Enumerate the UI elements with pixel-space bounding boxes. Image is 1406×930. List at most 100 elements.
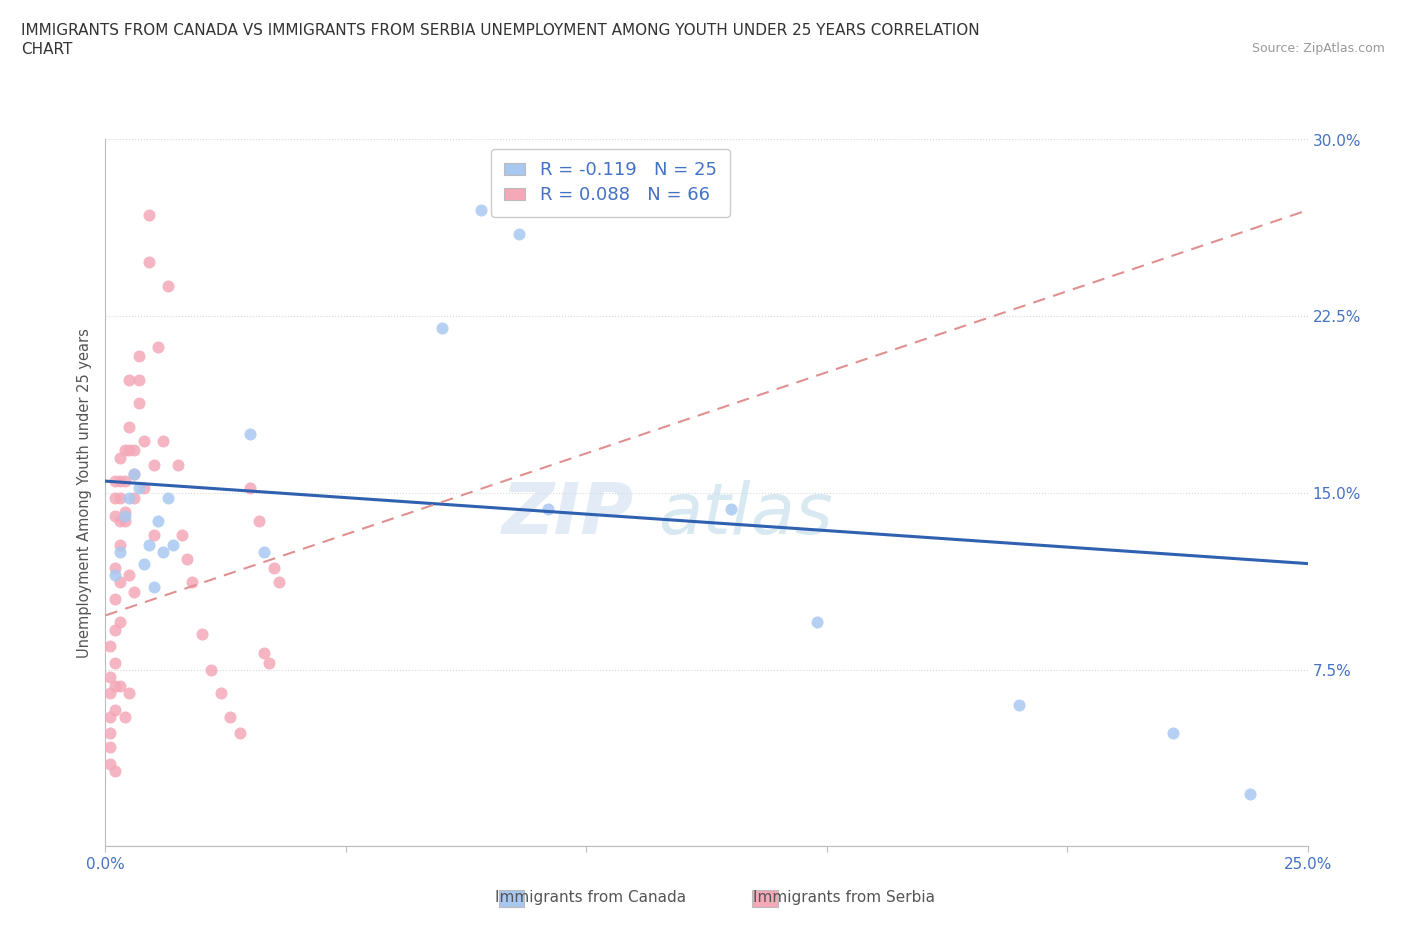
Point bbox=[128, 481, 150, 496]
Point bbox=[148, 339, 170, 354]
Point bbox=[720, 502, 742, 517]
Point bbox=[108, 575, 131, 590]
Point bbox=[1239, 787, 1261, 802]
Point bbox=[152, 544, 174, 559]
Point bbox=[806, 615, 828, 630]
Point bbox=[118, 685, 141, 700]
Point bbox=[108, 473, 131, 488]
Point bbox=[98, 725, 121, 740]
Point bbox=[108, 490, 131, 505]
Text: ZIP: ZIP bbox=[502, 480, 634, 549]
Point bbox=[118, 372, 141, 387]
Point bbox=[118, 490, 141, 505]
Point bbox=[138, 538, 160, 552]
Point bbox=[176, 551, 198, 566]
Point bbox=[537, 502, 560, 517]
Point bbox=[128, 396, 150, 411]
Point bbox=[166, 458, 188, 472]
Point bbox=[142, 458, 165, 472]
Point bbox=[172, 528, 194, 543]
Point bbox=[104, 509, 127, 524]
Point bbox=[132, 433, 155, 448]
Point bbox=[156, 490, 179, 505]
Point bbox=[104, 591, 127, 606]
Point bbox=[104, 561, 127, 576]
Point bbox=[124, 584, 146, 599]
Point bbox=[239, 481, 262, 496]
Point bbox=[148, 513, 170, 528]
Text: atlas: atlas bbox=[658, 480, 832, 549]
Point bbox=[104, 490, 127, 505]
Legend: R = -0.119   N = 25, R = 0.088   N = 66: R = -0.119 N = 25, R = 0.088 N = 66 bbox=[491, 149, 730, 217]
Point bbox=[124, 490, 146, 505]
Point bbox=[162, 538, 184, 552]
Point bbox=[181, 575, 204, 590]
Point bbox=[138, 255, 160, 270]
Point bbox=[108, 679, 131, 694]
Point bbox=[98, 740, 121, 755]
Point bbox=[142, 579, 165, 594]
Point bbox=[114, 504, 136, 519]
Point bbox=[470, 203, 492, 218]
Point bbox=[104, 568, 127, 583]
Point bbox=[128, 349, 150, 364]
Point bbox=[263, 561, 285, 576]
Point bbox=[138, 207, 160, 222]
Point bbox=[98, 756, 121, 771]
Point bbox=[98, 685, 121, 700]
Point bbox=[229, 725, 252, 740]
Point bbox=[108, 538, 131, 552]
Point bbox=[124, 467, 146, 482]
Point bbox=[200, 662, 222, 677]
Point bbox=[142, 528, 165, 543]
Text: Source: ZipAtlas.com: Source: ZipAtlas.com bbox=[1251, 42, 1385, 55]
Point bbox=[219, 710, 242, 724]
Point bbox=[114, 443, 136, 458]
Point bbox=[1008, 698, 1031, 712]
Text: Immigrants from Canada: Immigrants from Canada bbox=[495, 890, 686, 905]
Point bbox=[118, 419, 141, 434]
Point bbox=[132, 481, 155, 496]
Point bbox=[190, 627, 212, 642]
Point bbox=[152, 433, 174, 448]
Point bbox=[124, 467, 146, 482]
Point bbox=[239, 427, 262, 442]
Point bbox=[104, 655, 127, 670]
Point bbox=[104, 622, 127, 637]
Y-axis label: Unemployment Among Youth under 25 years: Unemployment Among Youth under 25 years bbox=[77, 328, 93, 658]
Point bbox=[156, 278, 179, 293]
Point bbox=[508, 226, 530, 241]
Point bbox=[108, 544, 131, 559]
Point bbox=[114, 710, 136, 724]
Point bbox=[253, 544, 276, 559]
Point bbox=[132, 556, 155, 571]
Point bbox=[209, 685, 232, 700]
Text: Immigrants from Serbia: Immigrants from Serbia bbox=[752, 890, 935, 905]
Point bbox=[104, 679, 127, 694]
Point bbox=[124, 443, 146, 458]
Point bbox=[108, 615, 131, 630]
Point bbox=[267, 575, 290, 590]
Point bbox=[1161, 725, 1184, 740]
Point bbox=[108, 513, 131, 528]
Point bbox=[114, 513, 136, 528]
Point bbox=[430, 321, 453, 336]
Point bbox=[108, 450, 131, 465]
Point bbox=[247, 513, 270, 528]
Point bbox=[114, 509, 136, 524]
Text: IMMIGRANTS FROM CANADA VS IMMIGRANTS FROM SERBIA UNEMPLOYMENT AMONG YOUTH UNDER : IMMIGRANTS FROM CANADA VS IMMIGRANTS FRO… bbox=[21, 23, 980, 38]
Point bbox=[98, 639, 121, 654]
Point bbox=[98, 670, 121, 684]
Point bbox=[253, 645, 276, 660]
Point bbox=[114, 473, 136, 488]
Point bbox=[118, 443, 141, 458]
Point bbox=[257, 655, 280, 670]
Point bbox=[488, 167, 510, 182]
Point bbox=[118, 568, 141, 583]
Point bbox=[98, 710, 121, 724]
Text: CHART: CHART bbox=[21, 42, 73, 57]
Point bbox=[104, 473, 127, 488]
Point bbox=[104, 764, 127, 778]
Point bbox=[104, 702, 127, 717]
Point bbox=[128, 372, 150, 387]
